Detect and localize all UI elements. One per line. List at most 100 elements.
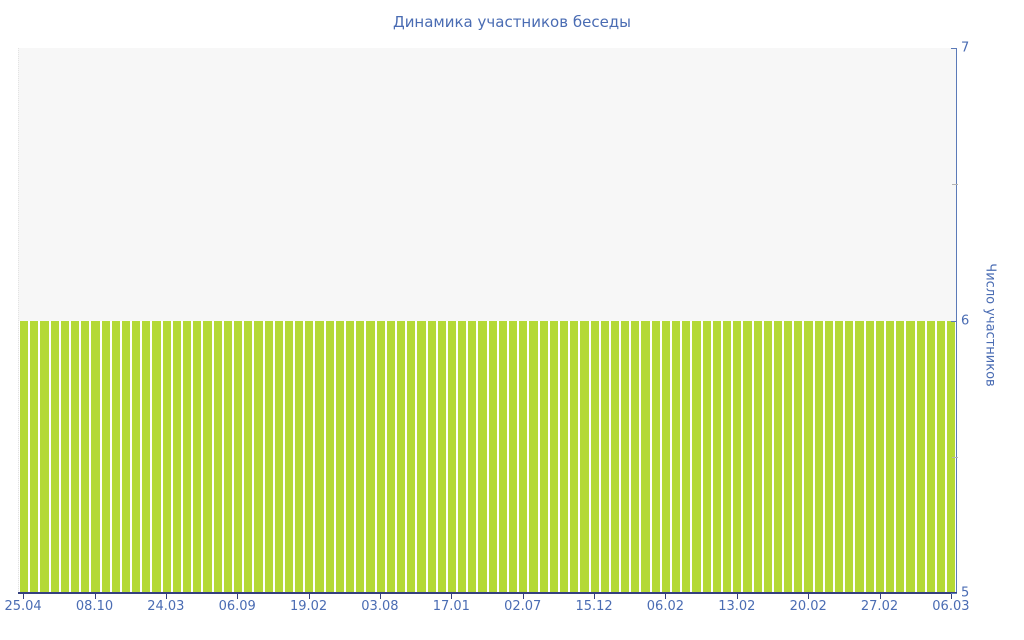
bar[interactable]: [935, 320, 947, 593]
bar[interactable]: [446, 320, 458, 593]
bar[interactable]: [19, 320, 30, 593]
bar[interactable]: [864, 320, 875, 593]
bar[interactable]: [304, 320, 315, 593]
bar[interactable]: [39, 320, 50, 593]
bar[interactable]: [589, 320, 600, 593]
bar[interactable]: [762, 320, 773, 593]
bar[interactable]: [375, 320, 386, 593]
bar[interactable]: [946, 320, 957, 593]
bar[interactable]: [222, 320, 233, 593]
bar[interactable]: [650, 320, 661, 593]
bar[interactable]: [243, 320, 254, 593]
bar[interactable]: [752, 320, 763, 593]
bar[interactable]: [721, 320, 733, 593]
bar[interactable]: [925, 320, 936, 593]
bar[interactable]: [548, 320, 559, 593]
bar[interactable]: [355, 320, 366, 593]
y-tick-label: 6: [961, 313, 970, 328]
bar[interactable]: [90, 320, 101, 593]
bar[interactable]: [599, 320, 610, 593]
bar[interactable]: [69, 320, 81, 593]
bar[interactable]: [497, 320, 508, 593]
bar[interactable]: [59, 320, 70, 593]
bar[interactable]: [457, 320, 468, 593]
bar[interactable]: [844, 320, 855, 593]
bar[interactable]: [436, 320, 447, 593]
bar[interactable]: [182, 320, 193, 593]
bar[interactable]: [711, 320, 722, 593]
bar[interactable]: [783, 320, 794, 593]
bar[interactable]: [120, 320, 132, 593]
bar[interactable]: [253, 320, 264, 593]
bar[interactable]: [630, 320, 641, 593]
bar[interactable]: [854, 320, 865, 593]
bar[interactable]: [49, 320, 60, 593]
bar[interactable]: [579, 320, 590, 593]
bar[interactable]: [620, 320, 631, 593]
bar[interactable]: [232, 320, 244, 593]
bar[interactable]: [569, 320, 580, 593]
bar[interactable]: [131, 320, 142, 593]
bar[interactable]: [915, 320, 926, 593]
bar[interactable]: [171, 320, 182, 593]
bar[interactable]: [477, 320, 488, 593]
x-tick: [808, 594, 810, 599]
bar[interactable]: [823, 320, 834, 593]
bar[interactable]: [385, 320, 396, 593]
bar[interactable]: [110, 320, 121, 593]
bar[interactable]: [283, 320, 295, 593]
bar[interactable]: [324, 320, 335, 593]
bar[interactable]: [681, 320, 692, 593]
bar[interactable]: [884, 320, 896, 593]
bar[interactable]: [192, 320, 203, 593]
bar[interactable]: [212, 320, 223, 593]
x-tick: [23, 594, 25, 599]
bar[interactable]: [334, 320, 345, 593]
bar[interactable]: [141, 320, 152, 593]
bar[interactable]: [294, 320, 305, 593]
bar[interactable]: [528, 320, 539, 593]
bar[interactable]: [874, 320, 885, 593]
bar[interactable]: [416, 320, 427, 593]
bar[interactable]: [467, 320, 478, 593]
bar[interactable]: [100, 320, 111, 593]
bar[interactable]: [151, 320, 162, 593]
bar[interactable]: [538, 320, 549, 593]
bar[interactable]: [671, 320, 682, 593]
bar[interactable]: [640, 320, 651, 593]
bar[interactable]: [273, 320, 284, 593]
bar[interactable]: [609, 320, 621, 593]
bar[interactable]: [161, 320, 172, 593]
bar[interactable]: [772, 320, 784, 593]
plot-area: [18, 48, 957, 593]
bar[interactable]: [395, 320, 407, 593]
bar[interactable]: [80, 320, 91, 593]
bar[interactable]: [314, 320, 325, 593]
bar[interactable]: [558, 320, 570, 593]
bar[interactable]: [518, 320, 529, 593]
bar[interactable]: [803, 320, 814, 593]
bar[interactable]: [701, 320, 712, 593]
bar[interactable]: [732, 320, 743, 593]
bar[interactable]: [345, 320, 356, 593]
bar[interactable]: [426, 320, 437, 593]
bar[interactable]: [487, 320, 498, 593]
x-tick: [237, 594, 239, 599]
bar[interactable]: [691, 320, 702, 593]
y-tick-label: 5: [961, 585, 970, 601]
bar[interactable]: [202, 320, 213, 593]
x-tick-label: 08.10: [75, 599, 114, 614]
bar[interactable]: [406, 320, 417, 593]
bar[interactable]: [660, 320, 671, 593]
bar[interactable]: [813, 320, 824, 593]
bar[interactable]: [834, 320, 845, 593]
bar[interactable]: [742, 320, 753, 593]
bar[interactable]: [793, 320, 804, 593]
bar[interactable]: [895, 320, 906, 593]
bar[interactable]: [263, 320, 274, 593]
bar[interactable]: [508, 320, 519, 593]
bar[interactable]: [29, 320, 40, 593]
bar[interactable]: [905, 320, 916, 593]
bar[interactable]: [365, 320, 376, 593]
x-tick-label: 06.02: [646, 599, 684, 614]
